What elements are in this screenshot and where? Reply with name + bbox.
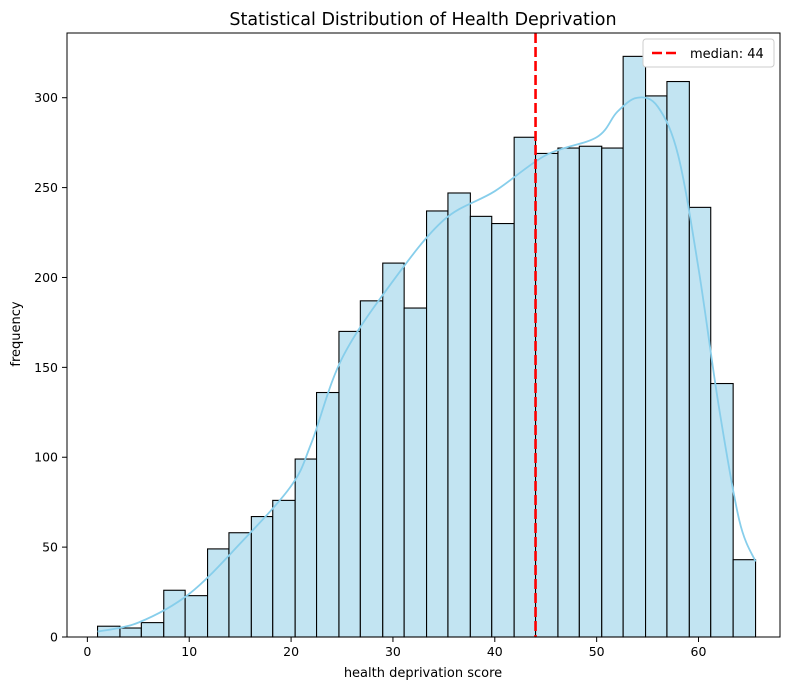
histogram-bar [140, 622, 165, 638]
histogram-bar [578, 145, 603, 638]
legend: median: 44 [642, 38, 775, 68]
x-tick-label: 50 [589, 644, 605, 659]
histogram-bar [426, 210, 449, 638]
histogram-bar [491, 222, 515, 638]
histogram-bar [272, 499, 296, 638]
y-tick-label: 0 [50, 630, 58, 645]
y-axis-label: frequency [9, 301, 24, 367]
histogram-bar [338, 330, 361, 638]
histogram-bar [294, 458, 318, 638]
histogram-bar [557, 147, 580, 638]
histogram-bar [622, 55, 647, 638]
y-tick-label: 50 [42, 540, 58, 555]
histogram-bar [513, 136, 537, 638]
histogram-bar [228, 532, 252, 638]
histogram-bar [359, 300, 384, 638]
kde-curve [97, 96, 757, 633]
legend-frame [642, 38, 775, 68]
x-tick-label: 10 [181, 644, 197, 659]
histogram-bar [601, 147, 624, 638]
y-tick-label: 300 [34, 90, 58, 105]
histogram-bar [315, 391, 340, 638]
y-tick-label: 200 [34, 270, 58, 285]
histogram-bar [447, 192, 471, 638]
x-tick-label: 40 [487, 644, 503, 659]
histogram-bar [469, 215, 493, 638]
histogram-bar [207, 548, 230, 638]
histogram-bar [382, 262, 405, 638]
histogram-bar [534, 152, 559, 638]
histogram-bar [688, 206, 712, 638]
histogram-bar [250, 516, 274, 638]
histogram-bar [184, 595, 209, 638]
x-tick-label: 0 [83, 644, 91, 659]
histogram-bar [403, 307, 428, 638]
y-tick-label: 250 [34, 180, 58, 195]
plot-frame [66, 32, 781, 638]
x-tick-label: 30 [385, 644, 401, 659]
histogram-bar [666, 80, 690, 638]
histogram-bars [97, 55, 757, 638]
histogram-bar [732, 559, 757, 638]
y-tick-label: 150 [34, 360, 58, 375]
legend-median-label: median: 44 [690, 47, 764, 62]
axes: 0 10 20 30 40 50 60 0 50 100 150 200 250 300 [34, 32, 781, 659]
histogram-bar [119, 627, 142, 638]
x-tick-label: 60 [691, 644, 707, 659]
histogram-bar [644, 95, 668, 638]
y-tick-label: 100 [34, 450, 58, 465]
x-axis-label: health deprivation score [344, 666, 502, 681]
chart-title: Statistical Distribution of Health Depri… [229, 10, 616, 30]
histogram-bar [163, 589, 186, 638]
x-tick-label: 20 [283, 644, 299, 659]
